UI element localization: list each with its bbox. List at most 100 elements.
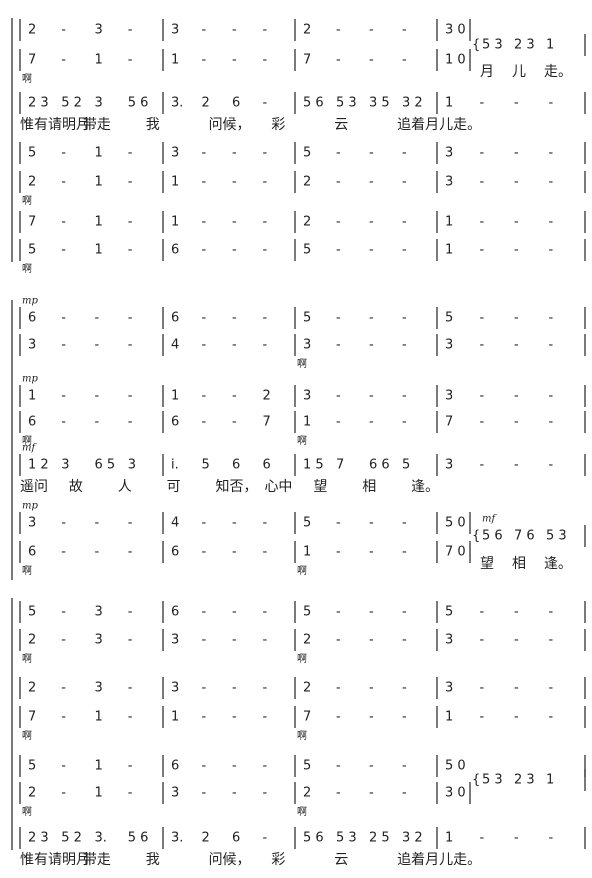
note: 3 2	[402, 96, 423, 111]
note: 2	[303, 23, 311, 38]
note: 1	[171, 389, 179, 404]
note: -	[61, 516, 66, 531]
note: 3	[445, 146, 453, 161]
lyric: 可	[167, 479, 181, 495]
syllable-mark: 啊	[297, 653, 307, 665]
note: -	[202, 146, 207, 161]
note: -	[514, 389, 519, 404]
note: 5 6	[303, 831, 324, 846]
note: 6 6	[369, 458, 390, 473]
note: -	[336, 338, 341, 353]
note: -	[61, 338, 66, 353]
note: 5 3	[482, 773, 503, 788]
note: -	[232, 311, 237, 326]
note: -	[549, 681, 554, 696]
lyric: 问候，	[209, 852, 251, 868]
note: 3.	[171, 96, 183, 111]
note: -	[232, 175, 237, 190]
note: -	[232, 338, 237, 353]
note: 2 3	[28, 831, 49, 846]
note: 1	[445, 710, 453, 725]
note: -	[202, 633, 207, 648]
lyric: 追着月儿走。	[397, 117, 481, 133]
note: 1	[445, 215, 453, 230]
note: 3 5	[369, 96, 390, 111]
lyric: 儿	[512, 64, 526, 80]
note: -	[128, 146, 133, 161]
note: -	[514, 243, 519, 258]
note: -	[61, 605, 66, 620]
note: 7	[28, 215, 36, 230]
note: 5 3	[336, 96, 357, 111]
note: -	[263, 311, 268, 326]
note: -	[549, 146, 554, 161]
note: -	[263, 633, 268, 648]
note: -	[95, 415, 100, 430]
note: 1	[95, 710, 103, 725]
lyric: 彩	[271, 852, 285, 868]
syllable-mark: 啊	[22, 195, 32, 207]
note: -	[128, 311, 133, 326]
note: 3	[95, 681, 103, 696]
note: -	[61, 311, 66, 326]
note: -	[369, 605, 374, 620]
note: -	[128, 681, 133, 696]
note: -	[480, 243, 485, 258]
note: 2	[303, 175, 311, 190]
note: -	[480, 96, 485, 111]
note: -	[202, 215, 207, 230]
note: -	[336, 389, 341, 404]
note: -	[263, 146, 268, 161]
note: -	[480, 681, 485, 696]
note: 3 2	[402, 831, 423, 846]
note: 3.	[171, 831, 183, 846]
lyric: 人	[118, 479, 132, 495]
note: -	[369, 338, 374, 353]
note: -	[480, 415, 485, 430]
note: -	[263, 243, 268, 258]
note: -	[480, 311, 485, 326]
note: -	[402, 53, 407, 68]
note: -	[128, 516, 133, 531]
note: 1	[171, 53, 179, 68]
note: 5 0	[445, 759, 466, 774]
note: 3	[445, 681, 453, 696]
note: -	[514, 175, 519, 190]
note: -	[402, 516, 407, 531]
note: -	[480, 831, 485, 846]
note: -	[95, 338, 100, 353]
note: -	[549, 415, 554, 430]
note: -	[232, 23, 237, 38]
note: -	[402, 215, 407, 230]
note: 7	[263, 415, 271, 430]
note: -	[549, 633, 554, 648]
note: -	[369, 681, 374, 696]
note: -	[402, 311, 407, 326]
note: 5 6	[303, 96, 324, 111]
note: -	[128, 415, 133, 430]
note: -	[402, 23, 407, 38]
note: -	[128, 389, 133, 404]
note: -	[369, 710, 374, 725]
note: -	[402, 175, 407, 190]
note: -	[369, 23, 374, 38]
note: -	[61, 215, 66, 230]
note: -	[514, 338, 519, 353]
note: 5 3	[482, 38, 503, 53]
note: 7 0	[445, 545, 466, 560]
note: 2	[28, 633, 36, 648]
syllable-mark: 啊	[22, 653, 32, 665]
note: 6	[28, 545, 36, 560]
note: -	[369, 545, 374, 560]
note: 5 6	[128, 831, 149, 846]
note: 5	[303, 605, 311, 620]
note: -	[61, 710, 66, 725]
note: 5	[303, 311, 311, 326]
note: -	[514, 633, 519, 648]
note: -	[514, 710, 519, 725]
note: -	[202, 759, 207, 774]
note: 1	[546, 773, 554, 788]
note: 3	[95, 633, 103, 648]
note: 5 6	[128, 96, 149, 111]
